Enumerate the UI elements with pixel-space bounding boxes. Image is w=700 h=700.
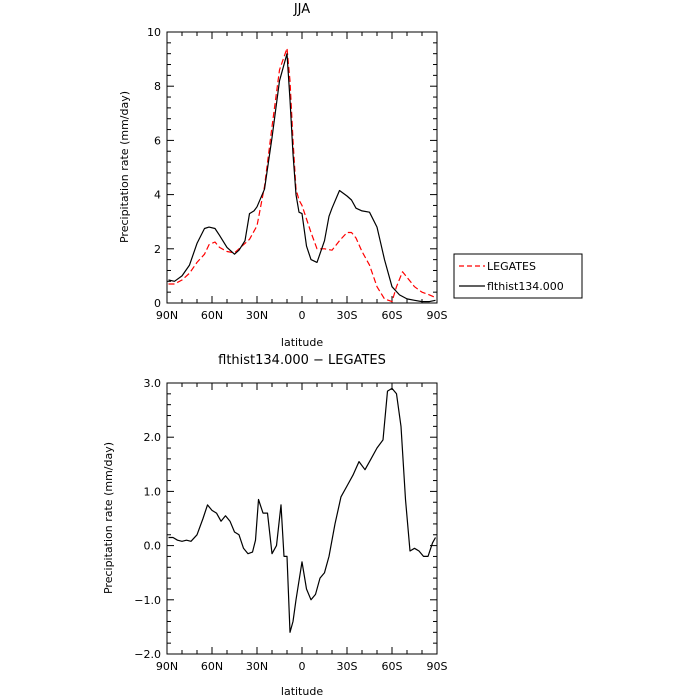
y-tick-label: −2.0 — [134, 648, 161, 661]
x-tick-label: 60S — [382, 309, 403, 322]
plot-frame — [166, 31, 438, 304]
y-tick-label: −1.0 — [134, 594, 161, 607]
legend: LEGATES flthist134.000 — [453, 253, 583, 299]
x-tick-label: 0 — [299, 660, 306, 673]
tick-group — [166, 31, 438, 304]
legend-label-legates: LEGATES — [487, 260, 536, 273]
y-tick-label: 0 — [154, 297, 161, 310]
series-line-legates — [168, 47, 436, 303]
panel-top: JJA 90N 60N 30N 0 30S 60S 90S 0 2 4 6 8 10 latitude… — [118, 2, 448, 349]
y-tick-label: 3.0 — [144, 377, 162, 390]
x-tick-label: 0 — [299, 309, 306, 322]
y-tick-label: 8 — [154, 80, 161, 93]
x-tick-label: 60S — [382, 660, 403, 673]
y-tick-label: 1.0 — [144, 485, 162, 498]
x-tick-labels: 90N 60N 30N 0 30S 60S 90S — [156, 660, 448, 673]
y-axis-label: Precipitation rate (mm/day) — [118, 91, 131, 243]
y-tick-label: 10 — [147, 26, 161, 39]
y-tick-labels: 0 2 4 6 8 10 — [147, 26, 161, 310]
series-line-flthist134-000 — [168, 53, 436, 303]
series-line-difference — [168, 387, 437, 633]
y-tick-labels: −2.0 −1.0 0.0 1.0 2.0 3.0 — [134, 377, 161, 661]
x-tick-label: 90N — [156, 309, 178, 322]
x-tick-label: 60N — [201, 309, 223, 322]
y-tick-label: 0.0 — [144, 540, 162, 553]
chart-title: JJA — [293, 2, 310, 17]
x-tick-label: 30N — [246, 660, 268, 673]
y-tick-label: 6 — [154, 134, 161, 147]
x-tick-label: 30N — [246, 309, 268, 322]
y-tick-label: 4 — [154, 189, 161, 202]
plot-frame — [166, 382, 438, 655]
x-tick-label: 30S — [337, 660, 358, 673]
x-axis-label: latitude — [281, 336, 323, 349]
x-tick-label: 60N — [201, 660, 223, 673]
legend-box — [453, 253, 583, 299]
x-tick-label: 90N — [156, 660, 178, 673]
x-axis-label: latitude — [281, 685, 323, 698]
legend-label-flthist: flthist134.000 — [487, 280, 564, 293]
x-tick-labels: 90N 60N 30N 0 30S 60S 90S — [156, 309, 448, 322]
tick-group — [166, 382, 438, 655]
y-tick-label: 2.0 — [144, 431, 162, 444]
x-tick-label: 30S — [337, 309, 358, 322]
chart-title: flthist134.000 − LEGATES — [218, 353, 386, 368]
series-group — [168, 387, 437, 633]
x-tick-label: 90S — [427, 309, 448, 322]
x-tick-label: 90S — [427, 660, 448, 673]
y-axis-label: Precipitation rate (mm/day) — [102, 442, 115, 594]
series-group — [168, 47, 436, 303]
y-tick-label: 2 — [154, 243, 161, 256]
panel-bottom: flthist134.000 − LEGATES 90N 60N 30N 0 30S 60… — [102, 353, 448, 698]
